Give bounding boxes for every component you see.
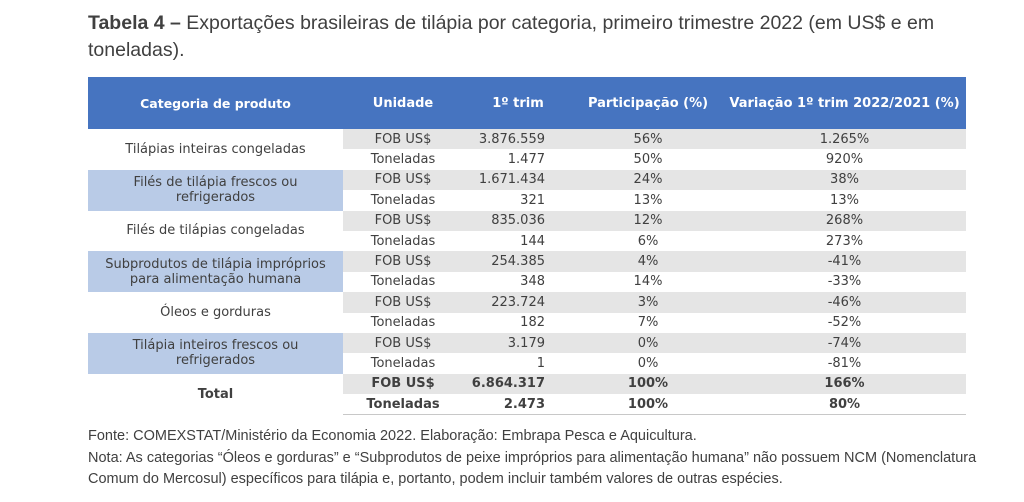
table-header-row: Categoria de produto Unidade 1º trim Par… [88, 77, 966, 129]
value-cell: 223.724 [463, 292, 573, 313]
share-cell: 0% [637, 355, 659, 371]
table-row: Toneladas 1 0% -81% [88, 353, 966, 373]
header-unit: Unidade [343, 77, 463, 129]
share-cell: 56% [573, 129, 723, 150]
value-cell: 3.876.559 [463, 129, 573, 150]
unit-cell: FOB US$ [343, 251, 463, 272]
table-row: Toneladas 321 13% 13% [88, 190, 966, 210]
header-category: Categoria de produto [88, 77, 343, 129]
variation-cell: -81% [827, 355, 862, 371]
value-cell: 3.179 [463, 332, 573, 354]
unit-cell: Toneladas [370, 315, 436, 331]
share-cell: 6% [637, 233, 659, 249]
share-cell: 13% [633, 192, 663, 208]
caption-label: Tabela 4 – [88, 12, 181, 34]
unit-cell: Toneladas [370, 274, 436, 290]
table-caption: Tabela 4 – Exportações brasileiras de ti… [88, 10, 988, 64]
share-cell: 100% [573, 373, 723, 395]
unit-cell: FOB US$ [343, 210, 463, 231]
category-cell: Óleos e gorduras [160, 305, 271, 321]
table-row: Filés de tilápia frescos ou refrigerados… [88, 169, 966, 211]
table-row: Toneladas 348 14% -33% [88, 272, 966, 292]
unit-cell: Toneladas [343, 394, 463, 416]
table-row: Subprodutos de tilápia impróprios para a… [88, 251, 966, 293]
variation-cell: 38% [723, 169, 966, 191]
share-cell: 3% [573, 292, 723, 313]
value-cell: 182 [520, 315, 545, 331]
variation-cell: 920% [825, 152, 864, 168]
unit-cell: Toneladas [370, 192, 436, 208]
header-first-quarter: 1º trim [463, 77, 573, 129]
value-cell: 2.473 [463, 394, 573, 416]
value-cell: 254.385 [463, 251, 573, 272]
share-cell: 100% [573, 394, 723, 416]
variation-cell: -33% [827, 274, 862, 290]
variation-cell: 1.265% [723, 129, 966, 150]
share-cell: 7% [637, 315, 659, 331]
table-row: Filés de tilápias congeladas FOB US$ 835.0… [88, 210, 966, 238]
variation-cell: -74% [723, 332, 966, 354]
methodology-note: Nota: As categorias “Óleos e gorduras” e… [88, 449, 977, 488]
share-cell: 50% [633, 152, 663, 168]
category-cell: Tilápia inteiros frescos ou refrigerados [88, 332, 343, 374]
variation-cell: 166% [723, 373, 966, 395]
category-cell: Filés de tilápias congeladas [126, 223, 305, 239]
table-body: Tilápias inteiras congeladas FOB US$ 3.876… [88, 129, 966, 416]
value-cell: 6.864.317 [463, 373, 573, 395]
unit-cell: Toneladas [370, 152, 436, 168]
variation-cell: 80% [723, 394, 966, 416]
unit-cell: FOB US$ [343, 373, 463, 395]
unit-cell: FOB US$ [343, 129, 463, 150]
variation-cell: 13% [830, 192, 859, 208]
share-cell: 4% [573, 251, 723, 272]
table-row: Óleos e gorduras FOB US$ 223.724 3% -46% [88, 292, 966, 320]
table-row: Total FOB US$ 6.864.317 100% 166% [88, 373, 966, 402]
variation-cell: 268% [723, 210, 966, 231]
table-footer: Fonte: COMEXSTAT/Ministério da Economia … [88, 426, 988, 491]
value-cell: 1.477 [507, 152, 545, 168]
value-cell: 835.036 [463, 210, 573, 231]
value-cell: 321 [520, 192, 545, 208]
value-cell: 144 [520, 233, 545, 249]
share-cell: 0% [573, 332, 723, 354]
table-row: Toneladas 182 7% -52% [88, 313, 966, 333]
value-cell: 1.671.434 [463, 169, 573, 191]
variation-cell: 273% [825, 233, 864, 249]
table-row: Tilápias inteiras congeladas FOB US$ 3.876… [88, 129, 966, 157]
value-cell: 348 [520, 274, 545, 290]
share-cell: 12% [573, 210, 723, 231]
unit-cell: FOB US$ [343, 292, 463, 313]
share-cell: 14% [633, 274, 663, 290]
unit-cell: Toneladas [370, 355, 436, 371]
unit-cell: FOB US$ [343, 332, 463, 354]
header-share: Participação (%) [573, 77, 723, 129]
variation-cell: -46% [723, 292, 966, 313]
table-row: Toneladas 2.473 100% 80% [88, 394, 966, 416]
category-cell: Tilápias inteiras congeladas [125, 141, 306, 157]
value-cell: 1 [536, 355, 545, 371]
unit-cell: Toneladas [370, 233, 436, 249]
header-variation: Variação 1º trim 2022/2021 (%) [723, 77, 966, 129]
table-row: Toneladas 1.477 50% 920% [88, 149, 966, 169]
unit-cell: FOB US$ [343, 169, 463, 191]
caption-text: Exportações brasileiras de tilápia por c… [88, 12, 935, 61]
share-cell: 24% [573, 169, 723, 191]
category-cell: Total [197, 386, 234, 402]
table-row: Toneladas 144 6% 273% [88, 231, 966, 251]
variation-cell: -52% [827, 315, 862, 331]
source-note: Fonte: COMEXSTAT/Ministério da Economia … [88, 428, 697, 444]
variation-cell: -41% [723, 251, 966, 272]
category-cell: Filés de tilápia frescos ou refrigerados [88, 169, 343, 211]
exports-table: Categoria de produto Unidade 1º trim Par… [88, 77, 966, 416]
table-row: Tilápia inteiros frescos ou refrigerados… [88, 332, 966, 374]
category-cell: Subprodutos de tilápia impróprios para a… [88, 251, 343, 293]
